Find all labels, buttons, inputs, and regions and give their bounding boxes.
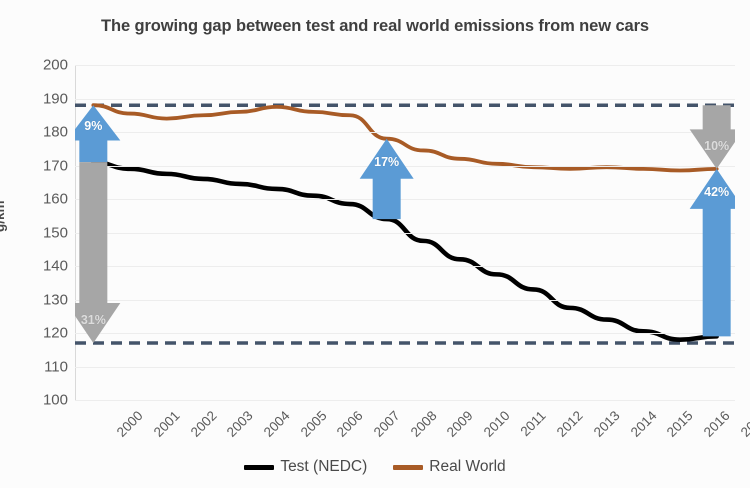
x-tick-2000: 2000	[114, 408, 146, 440]
gridline-130	[75, 299, 735, 301]
y-tick-110: 110	[44, 358, 68, 375]
plot-svg	[75, 103, 735, 345]
y-axis-title: g/km	[0, 200, 7, 232]
x-tick-2009: 2009	[444, 408, 476, 440]
x-tick-2008: 2008	[407, 408, 440, 440]
y-tick-170: 170	[42, 157, 68, 174]
y-tick-150: 150	[42, 224, 68, 241]
x-tick-2013: 2013	[590, 408, 623, 440]
x-tick-2006: 2006	[334, 408, 366, 440]
gap-2008-up-label: 17%	[374, 154, 400, 169]
x-tick-2012: 2012	[554, 408, 586, 440]
x-tick-2010: 2010	[480, 408, 513, 440]
gap-2017-down-label: 10%	[704, 138, 730, 153]
y-tick-140: 140	[42, 257, 68, 275]
gap-2000-up-label: 9%	[84, 118, 103, 133]
drop-2000-down-label: 31%	[80, 312, 106, 327]
series-line-test-nedc	[91, 159, 719, 342]
series-line-real-world	[91, 103, 719, 173]
gap-2017-up-arrow	[689, 168, 735, 337]
legend-swatch-icon	[244, 464, 275, 470]
legend-swatch-icon	[393, 464, 424, 470]
x-tick-2017: 2017	[737, 408, 750, 440]
x-tick-2015: 2015	[664, 408, 696, 440]
y-tick-130: 130	[42, 291, 68, 308]
gap-2008-up-arrow	[359, 138, 414, 220]
gap-2017-down-arrow	[689, 105, 735, 169]
y-tick-200: 200	[42, 56, 68, 74]
drop-2000-down-arrow	[75, 162, 121, 344]
gridline-160	[75, 199, 735, 200]
x-tick-2014: 2014	[627, 408, 660, 440]
gridline-190	[75, 98, 735, 100]
x-tick-2002: 2002	[187, 408, 220, 440]
gridline-180	[75, 132, 735, 133]
plot-area: 9% 31% 17% 10% 42%	[75, 65, 735, 401]
x-tick-2003: 2003	[224, 408, 256, 440]
gap-2000-up-arrow	[75, 105, 121, 163]
x-tick-2005: 2005	[297, 408, 330, 440]
arrow-shapes	[75, 105, 735, 344]
legend-item-real-world[interactable]: Real World	[393, 458, 506, 476]
y-tick-100: 100	[42, 391, 68, 409]
gridline-200	[75, 65, 735, 66]
chart-legend: Test (NEDC) Real World	[0, 458, 750, 476]
y-tick-180: 180	[42, 123, 68, 141]
y-tick-190: 190	[42, 90, 68, 107]
x-tick-2016: 2016	[700, 408, 733, 440]
x-tick-2007: 2007	[370, 408, 403, 440]
legend-item-test-nedc[interactable]: Test (NEDC)	[244, 458, 367, 476]
x-tick-2001: 2001	[150, 408, 183, 440]
x-tick-2011: 2011	[517, 408, 549, 440]
chart-title: The growing gap between test and real wo…	[100, 17, 649, 35]
gap-2017-up-label: 42%	[704, 185, 730, 200]
y-tick-160: 160	[42, 190, 68, 208]
x-tick-2004: 2004	[260, 408, 293, 440]
gridline-150	[75, 232, 735, 234]
gridline-110	[75, 366, 735, 368]
gridline-140	[75, 266, 735, 267]
gridline-120	[75, 333, 735, 334]
legend-label: Test (NEDC)	[280, 458, 368, 475]
gridline-100	[75, 400, 735, 401]
y-tick-120: 120	[42, 324, 68, 342]
legend-label: Real World	[429, 458, 506, 475]
